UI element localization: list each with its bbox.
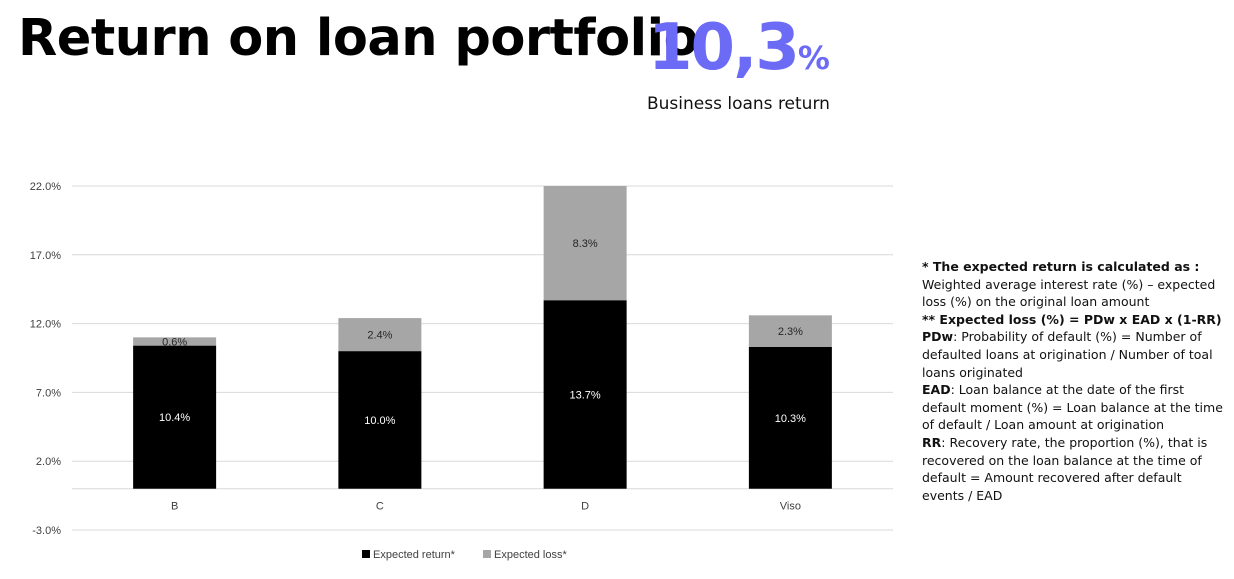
data-label: 10.4%: [159, 412, 190, 424]
data-label: 10.3%: [775, 413, 806, 425]
x-tick-label: Viso: [780, 501, 801, 513]
data-label: 2.3%: [778, 326, 803, 338]
kpi-unit: %: [797, 39, 830, 77]
y-tick-label: 2.0%: [36, 456, 61, 468]
bar-expected-loss: [338, 318, 422, 352]
note-rr-term: RR: [922, 434, 942, 450]
data-label: 0.6%: [162, 336, 187, 348]
kpi-number: 10,3: [648, 11, 800, 85]
note-expected-return-heading: * The expected return is calculated as :: [922, 259, 1200, 274]
y-tick-label: 7.0%: [36, 387, 61, 399]
data-label: 8.3%: [573, 238, 598, 250]
y-tick-label: 17.0%: [30, 250, 61, 262]
bar-expected-loss: [543, 186, 627, 301]
bar-expected-return: [338, 351, 422, 489]
note-ead-term: EAD: [922, 382, 951, 398]
legend: Expected return* Expected loss*: [362, 549, 567, 561]
methodology-notes: * The expected return is calculated as :…: [922, 258, 1227, 504]
bar-expected-return: [748, 346, 832, 489]
data-label: 2.4%: [367, 330, 392, 342]
x-tick-label: B: [171, 501, 178, 513]
y-tick-label: 22.0%: [30, 181, 61, 193]
legend-swatch: [362, 550, 370, 558]
note-ead-definition: : Loan balance at the date of the first …: [922, 382, 1223, 433]
note-rr-definition: : Recovery rate, the proportion (%), tha…: [922, 434, 1208, 503]
x-tick-label: C: [376, 501, 384, 513]
kpi-label: Business loans return: [647, 94, 830, 114]
legend-label: Expected return*: [373, 549, 456, 561]
bar-expected-return: [133, 345, 217, 489]
x-tick-label: D: [581, 501, 589, 513]
data-label: 10.0%: [364, 415, 395, 427]
x-axis-ticks: B C D Viso: [171, 501, 801, 513]
bars: 10.4% 0.6% 10.0% 2.4% 13.7% 8.3% 10.3% 2.3%: [133, 186, 832, 489]
stacked-bar-chart: -3.0%2.0%7.0%12.0%17.0%22.0% 10.4%0.6%10…: [30, 181, 893, 561]
bar-expected-loss: [748, 315, 832, 347]
legend-swatch: [483, 550, 491, 558]
kpi-value: 10,3%: [648, 12, 830, 84]
legend-label: Expected loss*: [494, 549, 567, 561]
bar-expected-return: [543, 300, 627, 489]
note-expected-loss-formula: ** Expected loss (%) = PDw x EAD x (1-RR…: [922, 311, 1222, 327]
page-title: Return on loan portfolio: [18, 9, 699, 68]
note-pdw-definition: : Probability of default (%) = Number of…: [922, 329, 1213, 380]
y-tick-label: 12.0%: [30, 319, 61, 331]
bar-expected-loss: [133, 337, 217, 346]
data-label: 13.7%: [570, 389, 601, 401]
note-pdw-term: PDw: [922, 329, 954, 345]
y-axis-ticks: -3.0% 2.0% 7.0% 12.0% 17.0% 22.0%: [30, 181, 61, 537]
note-expected-return-body: Weighted average interest rate (%) – exp…: [922, 276, 1216, 310]
y-tick-label: -3.0%: [32, 525, 61, 537]
